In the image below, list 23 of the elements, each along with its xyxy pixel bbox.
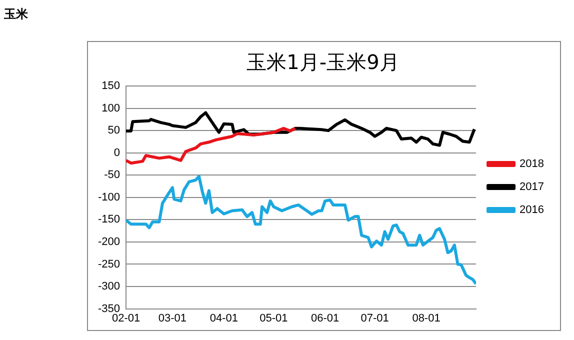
- x-tick-label: 08-01: [412, 312, 440, 324]
- y-tick-label: -200: [98, 236, 120, 248]
- y-tick-label: 100: [102, 102, 120, 114]
- y-tick-label: 150: [102, 80, 120, 92]
- y-tick-label: -100: [98, 191, 120, 204]
- text: 玉米: [4, 6, 28, 23]
- x-tick-label: 02-01: [112, 312, 140, 324]
- x-tick-label: 03-01: [158, 312, 187, 324]
- legend-label: 2016: [520, 204, 544, 216]
- legend-label: 2017: [520, 181, 544, 194]
- y-tick-label: -150: [98, 214, 120, 226]
- chart-title: 玉米1月-玉米9月: [246, 50, 400, 74]
- y-tick-label: 0: [114, 146, 120, 159]
- x-tick-label: 06-01: [311, 312, 340, 324]
- legend-label: 2018: [520, 158, 544, 170]
- y-tick-label: -50: [104, 169, 120, 182]
- y-tick-label: -250: [98, 258, 120, 270]
- x-tick-label: 05-01: [260, 312, 288, 324]
- y-tick-label: -300: [98, 280, 120, 293]
- y-tick-label: -350: [98, 302, 120, 315]
- y-tick-label: 50: [108, 124, 120, 137]
- x-tick-label: 07-01: [360, 312, 389, 324]
- x-tick-label: 04-01: [210, 312, 238, 324]
